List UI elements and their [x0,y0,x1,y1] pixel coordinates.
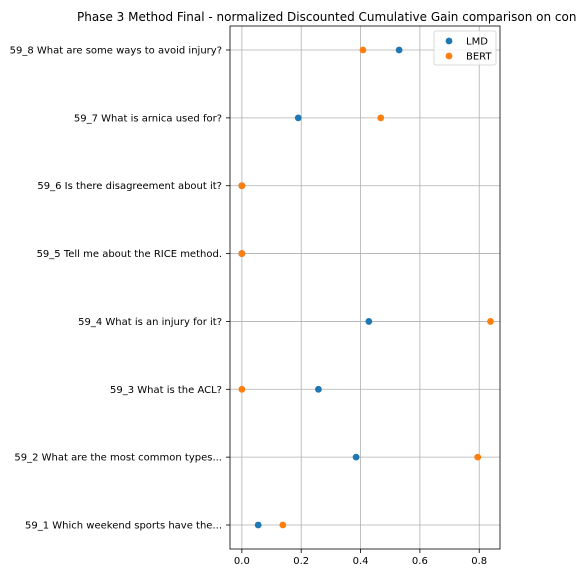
point-lmd [254,521,262,529]
y-tick-label: 59_1 Which weekend sports have the... [25,521,222,532]
y-tick-label: 59_2 What are the most common types... [14,453,222,464]
legend-label-lmd: LMD [466,37,488,48]
point-bert [238,385,246,393]
point-bert [487,318,494,325]
y-tick-label: 59_3 What is the ACL? [110,385,222,396]
y-tick-label: 59_5 Tell me about the RICE method. [37,249,222,260]
y-tick-label: 59_7 What is arnica used for? [74,113,222,124]
point-lmd [352,453,360,461]
point-bert [238,182,246,190]
point-lmd [365,318,373,325]
x-tick-label: 0.8 [471,556,487,567]
x-tick-label: 0.0 [234,556,250,567]
point-lmd [395,46,403,54]
y-tick-label: 59_8 What are some ways to avoid injury? [10,46,222,57]
y-tick-label: 59_4 What is an injury for it? [78,317,222,328]
tick-layer: 0.0 0.2 0.4 0.6 0.8 59_1 Which weekend sports… [10,46,488,568]
x-tick-label: 0.4 [353,556,369,567]
grid-layer [230,26,500,549]
point-bert [238,250,246,257]
legend-marker-lmd [445,37,453,45]
point-lmd [294,114,302,122]
y-tick-label: 59_6 Is there disagreement about it? [37,181,222,192]
x-tick-label: 0.6 [412,556,428,567]
x-tick-label: 0.2 [293,556,309,567]
point-lmd [315,385,322,393]
plot-frame [229,25,501,550]
legend-label-bert: BERT [466,52,492,63]
point-bert [474,453,482,461]
point-layer [238,46,494,529]
point-bert [377,114,385,122]
point-bert [359,46,367,54]
point-bert [279,521,287,529]
legend-marker-bert [445,52,453,60]
chart-title: Phase 3 Method Final - normalized Discou… [77,10,576,24]
legend: LMD BERT [433,30,497,66]
